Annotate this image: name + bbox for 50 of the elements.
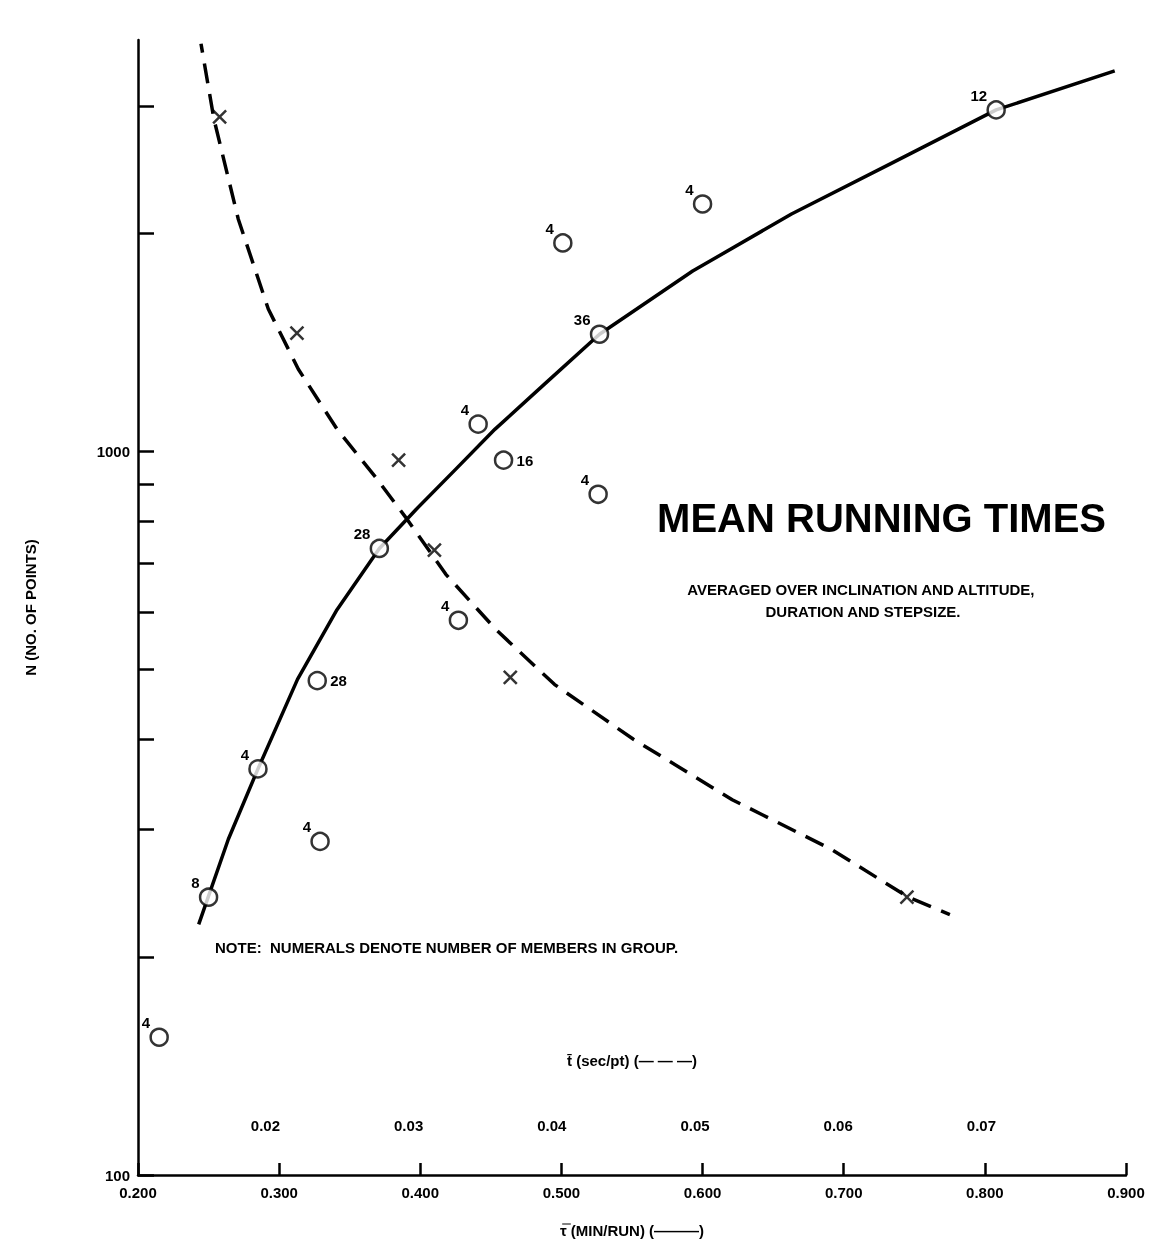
- point: [369, 538, 390, 559]
- annotation: 4: [545, 219, 555, 237]
- point: [248, 759, 268, 779]
- annotation: 8: [191, 874, 200, 892]
- x-tick-label: 0.700: [824, 1184, 863, 1201]
- point: [448, 610, 469, 631]
- annotation: 28: [353, 525, 371, 543]
- x2-tick-label: 0.06: [823, 1117, 853, 1134]
- x2-tick-label: 0.04: [537, 1117, 568, 1134]
- x-tick-label: 0.600: [683, 1184, 722, 1201]
- x-tick-label: 0.300: [260, 1184, 298, 1201]
- point: [692, 194, 713, 214]
- annotation: 4: [302, 818, 312, 836]
- point: [589, 324, 610, 344]
- point: [310, 831, 330, 852]
- y-tick-label: 1000: [96, 442, 130, 460]
- x-tick-label: 0.400: [401, 1184, 440, 1201]
- x2-tick-label: 0.07: [966, 1117, 996, 1134]
- text: MEAN RUNNING TIMES: [657, 496, 1106, 540]
- annotation: NOTE: NUMERALS DENOTE NUMBER OF MEMBERS IN GROUP.: [215, 939, 679, 956]
- point: [986, 100, 1006, 120]
- x-tick-label: 0.800: [966, 1184, 1004, 1201]
- y-tick-label: 100: [104, 1166, 130, 1184]
- point: [553, 233, 573, 253]
- point: [307, 670, 327, 691]
- annotation: 4: [141, 1014, 151, 1032]
- point: [588, 484, 608, 505]
- annotation: 4: [240, 745, 250, 763]
- annotation: 12: [970, 86, 988, 104]
- annotation: 16: [516, 451, 534, 469]
- point: [493, 450, 514, 470]
- annotation: 4: [685, 180, 695, 198]
- point: [468, 414, 488, 434]
- x-axis-title: τ̿ (MIN/RUN) (———): [559, 1222, 705, 1239]
- x2-tick-label: 0.05: [680, 1117, 710, 1134]
- point: [198, 887, 219, 907]
- text: AVERAGED OVER INCLINATION AND ALTITUDE, DURATION AND STEPSIZE.: [687, 580, 1039, 620]
- x-tick-label: 0.200: [119, 1184, 157, 1201]
- annotation: 4: [460, 401, 470, 419]
- point: [149, 1027, 169, 1047]
- annotation: 4: [441, 597, 451, 615]
- annotation: 36: [573, 311, 591, 329]
- x2-tick-label: 0.02: [250, 1117, 281, 1134]
- annotation: 28: [330, 672, 347, 690]
- x-tick-label: 0.500: [542, 1184, 581, 1201]
- annotation: 4: [580, 471, 590, 489]
- x2-axis-title: t̄ (sec/pt) (— — —): [566, 1052, 697, 1069]
- x2-tick-label: 0.03: [394, 1117, 424, 1134]
- x-tick-label: 0.900: [1107, 1184, 1145, 1201]
- y-axis-title: N (NO. OF POINTS): [22, 539, 39, 676]
